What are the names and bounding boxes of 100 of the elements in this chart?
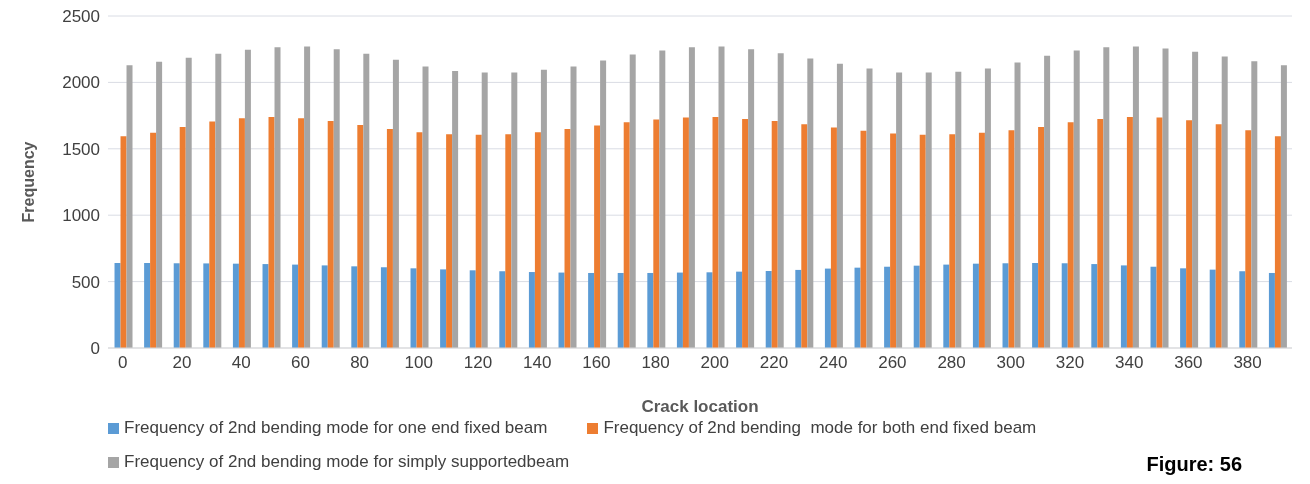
bar: [943, 264, 950, 348]
bar: [629, 54, 636, 348]
bar: [736, 271, 743, 348]
x-tick-label: 220: [759, 353, 789, 373]
x-tick-label: 180: [641, 353, 670, 373]
bar: [795, 269, 802, 348]
bar: [1032, 263, 1039, 348]
bar: [955, 71, 962, 348]
bar: [298, 118, 305, 348]
bar: [185, 57, 192, 348]
x-tick-label: 20: [172, 353, 192, 373]
bar: [890, 133, 897, 348]
x-tick-label: 60: [290, 353, 310, 373]
x-tick-label: 360: [1174, 353, 1203, 373]
bar: [327, 120, 334, 348]
bar: [528, 272, 535, 348]
bar: [588, 272, 595, 348]
bar: [1221, 56, 1228, 348]
bar: [422, 66, 429, 348]
bar: [1061, 263, 1068, 348]
bar: [1103, 47, 1110, 348]
bar: [854, 267, 861, 348]
bar: [1073, 50, 1080, 348]
bar: [1132, 46, 1139, 348]
bar: [410, 268, 417, 348]
bar: [594, 125, 601, 348]
bar: [913, 265, 920, 348]
bar: [150, 132, 157, 348]
x-tick-label: 80: [350, 353, 370, 373]
bar: [1192, 51, 1199, 348]
bar: [156, 61, 163, 348]
bar: [1251, 61, 1258, 348]
x-tick-label: 280: [937, 353, 966, 373]
x-tick-label: 200: [700, 353, 729, 373]
bar: [304, 46, 311, 348]
bar: [173, 263, 180, 348]
y-tick-label: 0: [90, 339, 100, 359]
legend-label: Frequency of 2nd bending mode for simply supportedbeam: [124, 452, 570, 472]
bar: [617, 272, 624, 348]
bar: [558, 272, 565, 348]
x-tick-label: 100: [404, 353, 433, 373]
y-tick-label: 1000: [62, 206, 100, 226]
bar: [475, 134, 482, 348]
bar: [949, 134, 956, 348]
bar: [1274, 136, 1281, 348]
y-axis-title: Frequency: [19, 141, 37, 223]
bar: [659, 50, 666, 348]
bar: [1215, 124, 1222, 348]
bar: [481, 72, 488, 348]
bar: [392, 59, 399, 348]
x-tick-label: 140: [523, 353, 552, 373]
bar: [1014, 62, 1021, 348]
bar: [564, 128, 571, 348]
bar: [1180, 268, 1187, 348]
bar: [623, 122, 630, 348]
bar: [830, 127, 837, 348]
bar: [706, 272, 713, 348]
bar: [676, 272, 683, 348]
x-tick-label: 340: [1115, 353, 1144, 373]
bar: [1002, 263, 1009, 348]
bar: [1209, 269, 1216, 348]
bar: [1126, 116, 1133, 348]
bar: [688, 47, 695, 348]
bar: [469, 270, 476, 348]
bar: [1091, 264, 1098, 348]
bar: [742, 118, 749, 348]
bar: [357, 124, 364, 348]
bar: [446, 134, 453, 348]
bar: [1044, 55, 1051, 348]
y-tick-label: 2500: [62, 7, 100, 27]
bar: [499, 271, 506, 348]
bar: [836, 63, 843, 348]
x-tick-label: 380: [1233, 353, 1262, 373]
bar: [333, 49, 340, 348]
bar: [144, 263, 151, 348]
bar: [1150, 266, 1157, 348]
bar: [824, 268, 831, 348]
bar: [653, 119, 660, 348]
bar: [748, 49, 755, 348]
x-tick-label: 300: [996, 353, 1025, 373]
bar: [262, 264, 269, 348]
bar: [416, 132, 423, 348]
bar: [505, 134, 512, 348]
x-tick-label: 40: [231, 353, 251, 373]
bar: [860, 130, 867, 348]
x-axis-title: Crack location: [641, 397, 759, 416]
bar: [232, 263, 239, 348]
bar: [1162, 48, 1169, 348]
y-tick-label: 2000: [62, 73, 100, 93]
bar: [440, 269, 447, 348]
bar: [1280, 65, 1287, 348]
bar: [1097, 118, 1104, 348]
bar: [380, 267, 387, 348]
bar: [718, 46, 725, 348]
bar: [179, 126, 186, 348]
bar: [120, 136, 127, 348]
bar: [570, 66, 577, 348]
bar: [984, 68, 991, 348]
bar: [712, 116, 719, 348]
bar: [682, 117, 689, 348]
